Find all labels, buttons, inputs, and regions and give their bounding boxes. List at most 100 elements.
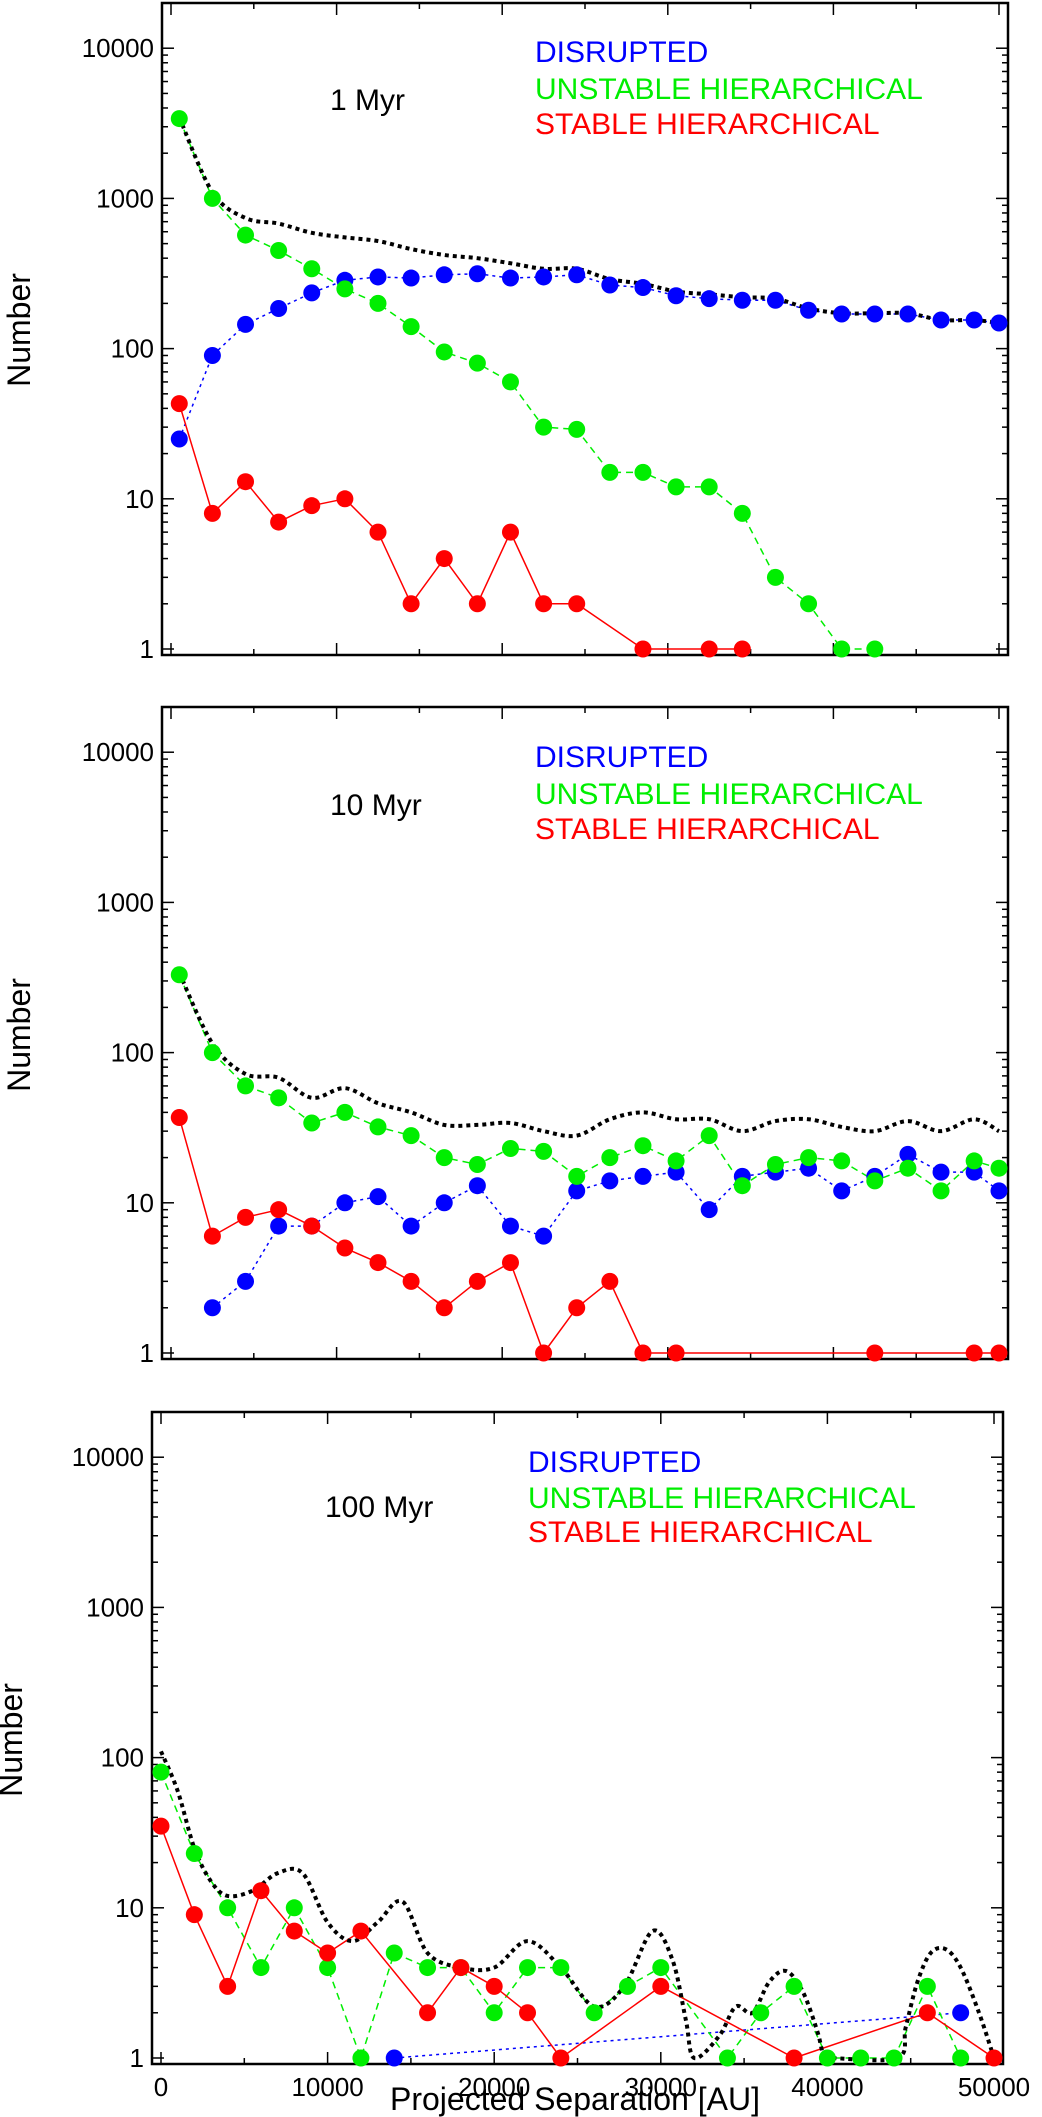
point-stable-hierarchical [519,2004,537,2022]
point-unstable-hierarchical [899,1159,917,1177]
point-disrupted [568,266,586,284]
point-unstable-hierarchical [402,318,420,336]
point-unstable-hierarchical [352,2049,370,2067]
y-tick-label: 1000 [96,183,154,213]
series-layer [170,110,1008,658]
point-unstable-hierarchical [468,1155,486,1173]
point-disrupted [601,1172,619,1190]
point-stable-hierarchical [985,2049,1003,2067]
point-unstable-hierarchical [766,1155,784,1173]
x-tick-label: 10000 [291,2072,363,2102]
point-disrupted [535,1227,553,1245]
point-stable-hierarchical [452,1959,470,1977]
legend-unstable: UNSTABLE HIERARCHICAL [528,1482,916,1515]
point-unstable-hierarchical [852,2049,870,2067]
y-tick-label: 1 [140,1338,154,1368]
point-unstable-hierarchical [252,1959,270,1977]
legend-disrupted: DISRUPTED [535,36,708,69]
point-stable-hierarchical [237,1208,255,1226]
point-disrupted [965,311,983,329]
point-stable-hierarchical [634,640,652,658]
y-axis: 1 10 100 1000 10000 [72,1411,1003,2073]
legend-disrupted: DISRUPTED [535,741,708,774]
series-line-unstable-hierarchical [178,118,875,650]
series-line-stable-hierarchical [178,403,743,650]
legend-unstable: UNSTABLE HIERARCHICAL [535,778,923,811]
point-stable-hierarchical [468,1272,486,1290]
point-stable-hierarchical [866,1344,884,1362]
point-unstable-hierarchical [535,418,553,436]
point-disrupted [568,1182,586,1200]
point-unstable-hierarchical [369,1118,387,1136]
point-disrupted [990,1182,1008,1200]
point-disrupted [700,1201,718,1219]
point-unstable-hierarchical [785,1977,803,1995]
point-unstable-hierarchical [667,1152,685,1170]
point-disrupted [203,1299,221,1317]
point-disrupted [270,299,288,317]
point-unstable-hierarchical [237,226,255,244]
point-disrupted [667,287,685,305]
series-layer [170,966,1008,1362]
point-stable-hierarchical [419,2004,437,2022]
point-disrupted [899,305,917,323]
point-disrupted [237,315,255,333]
y-tick-label: 10 [125,1188,154,1218]
x-axis: 0 10000 20000 30000 40000 50000 [154,1412,1030,2102]
point-stable-hierarchical [237,473,255,491]
plot-frame [160,1,1010,657]
point-unstable-hierarchical [733,504,751,522]
point-disrupted [800,301,818,319]
legend-stable: STABLE HIERARCHICAL [535,813,880,846]
point-stable-hierarchical [185,1906,203,1924]
point-stable-hierarchical [270,513,288,531]
x-tick-label: 50000 [958,2072,1030,2102]
point-unstable-hierarchical [170,966,188,984]
point-disrupted [535,268,553,286]
y-tick-label: 10 [115,1893,144,1923]
point-unstable-hierarchical [501,373,519,391]
point-disrupted [385,2049,403,2067]
point-unstable-hierarchical [800,595,818,613]
panel-1myr: 1 10 100 1000 10000 Number 1 Myr DISRUPTED U… [1,1,1010,664]
point-unstable-hierarchical [552,1959,570,1977]
point-disrupted [369,1188,387,1206]
point-disrupted [932,1163,950,1181]
point-unstable-hierarchical [952,2049,970,2067]
point-stable-hierarchical [303,1217,321,1235]
legend-stable: STABLE HIERARCHICAL [535,108,880,141]
point-disrupted [303,284,321,302]
series-line-unstable-hierarchical [160,1771,962,2059]
point-disrupted [833,1182,851,1200]
point-unstable-hierarchical [435,1149,453,1167]
point-stable-hierarchical [219,1977,237,1995]
point-unstable-hierarchical [369,294,387,312]
point-unstable-hierarchical [203,1044,221,1062]
point-disrupted [833,305,851,323]
series-line-stable-hierarchical [160,1825,995,2059]
y-tick-label: 1 [130,2043,144,2073]
point-stable-hierarchical [468,595,486,613]
point-unstable-hierarchical [932,1182,950,1200]
point-stable-hierarchical [203,1227,221,1245]
point-stable-hierarchical [535,595,553,613]
point-stable-hierarchical [369,523,387,541]
point-disrupted [203,346,221,364]
point-stable-hierarchical [535,1344,553,1362]
legend-disrupted: DISRUPTED [528,1446,701,1479]
point-disrupted [435,1194,453,1212]
point-unstable-hierarchical [270,1089,288,1107]
point-stable-hierarchical [336,490,354,508]
point-stable-hierarchical [965,1344,983,1362]
point-unstable-hierarchical [800,1149,818,1167]
point-unstable-hierarchical [990,1159,1008,1177]
point-unstable-hierarchical [435,343,453,361]
point-unstable-hierarchical [766,568,784,586]
point-unstable-hierarchical [203,189,221,207]
point-disrupted [952,2004,970,2022]
point-unstable-hierarchical [303,1114,321,1132]
point-disrupted [237,1272,255,1290]
point-unstable-hierarchical [833,640,851,658]
point-unstable-hierarchical [618,1977,636,1995]
